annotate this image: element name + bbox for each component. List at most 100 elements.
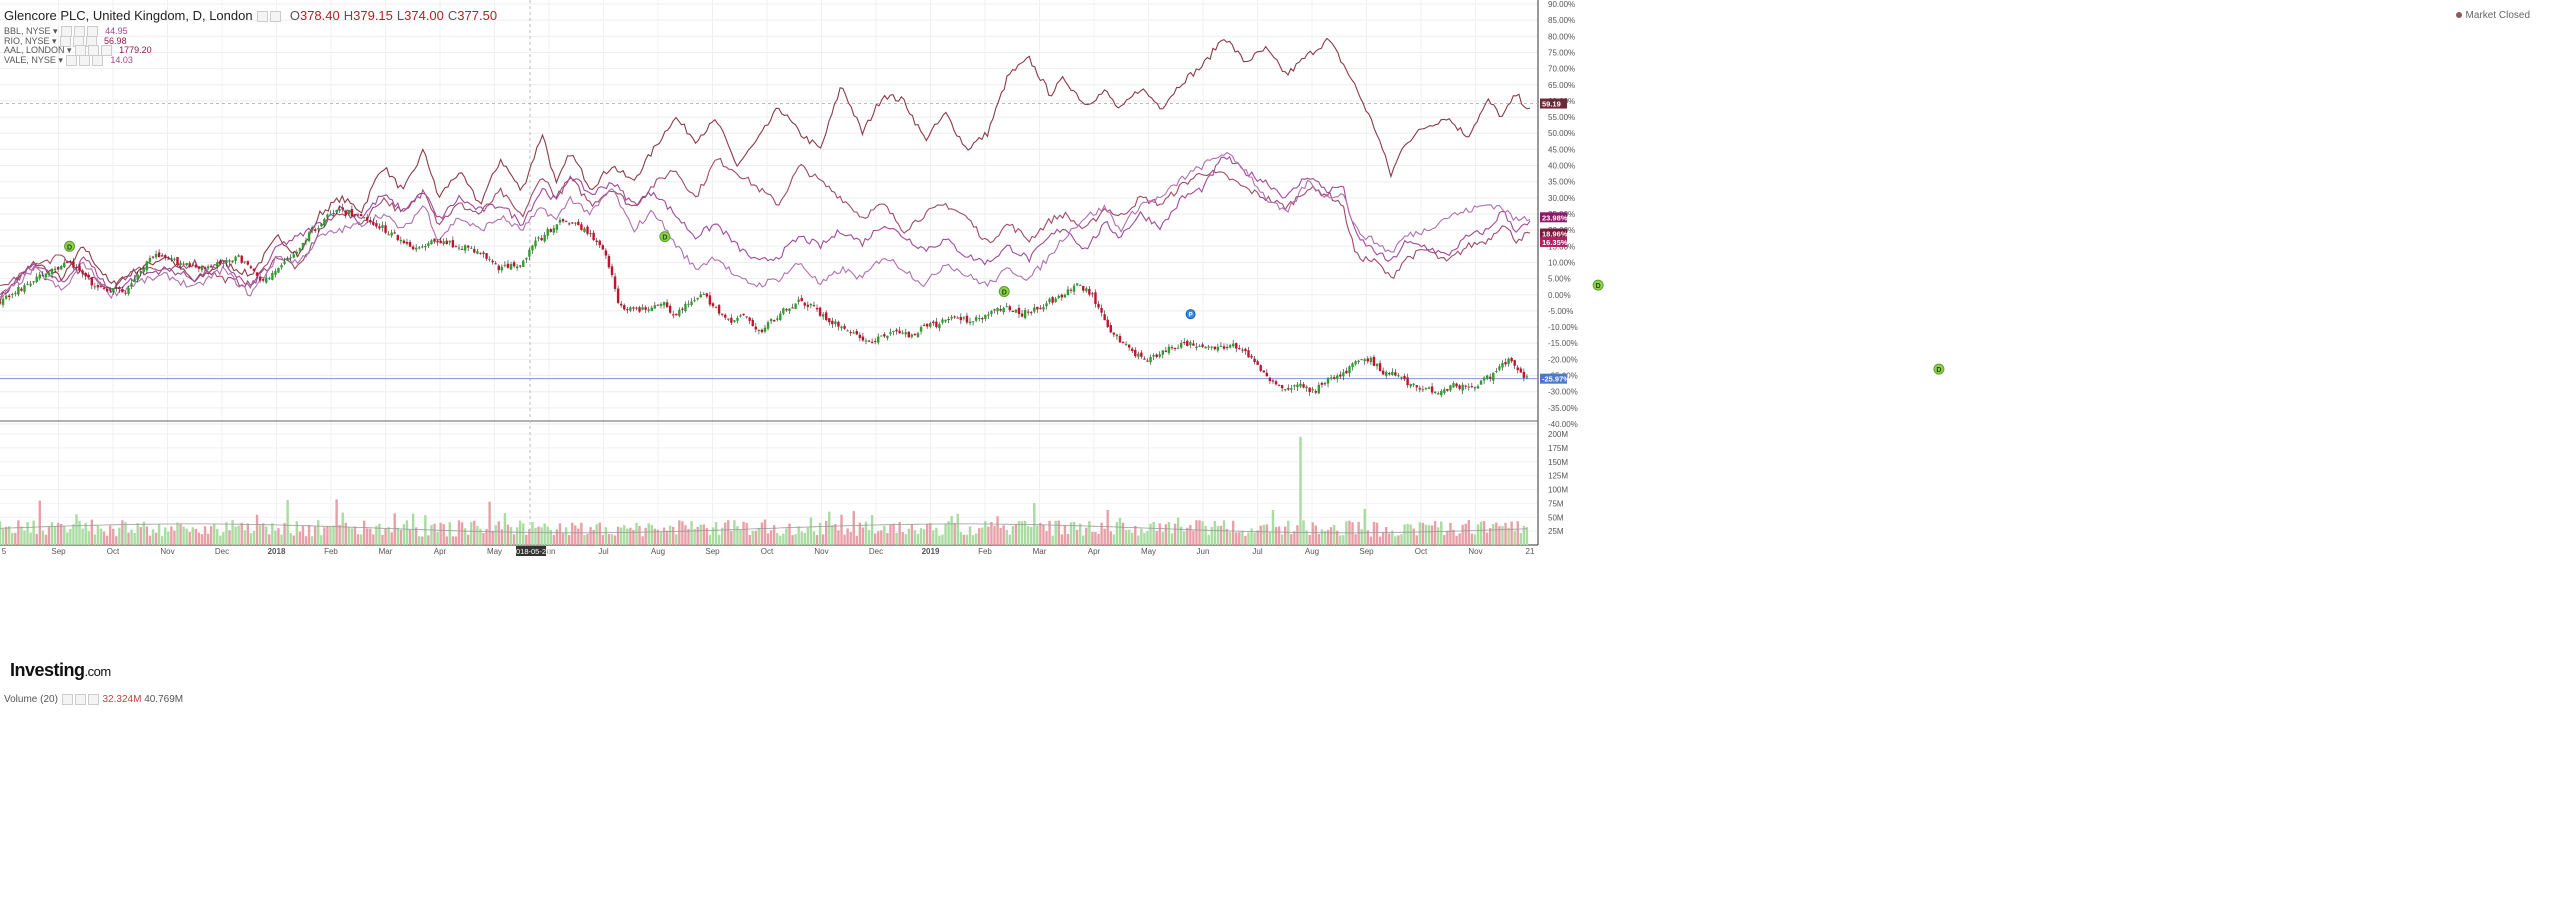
volume-bar — [592, 529, 595, 545]
candle-body — [1284, 389, 1287, 391]
candle-body — [197, 266, 201, 269]
volume-bar — [1161, 531, 1164, 545]
volume-bar — [843, 534, 846, 545]
vol-visibility-icon[interactable] — [74, 694, 86, 705]
candle-body — [494, 263, 497, 265]
time-tick-label: Apr — [1088, 547, 1101, 556]
candle-body — [136, 274, 139, 281]
candle-body — [454, 246, 458, 248]
candle-body — [1192, 343, 1195, 346]
volume-bar — [873, 533, 877, 545]
volume-bar — [295, 521, 299, 545]
candle-body — [1161, 350, 1164, 355]
candle-body — [127, 287, 130, 294]
candle-body — [1409, 383, 1412, 387]
candle-body — [479, 252, 482, 254]
volume-bar — [164, 527, 167, 545]
candle-body — [1381, 370, 1385, 375]
candle-body — [1510, 357, 1513, 362]
price-badge-label: -25.97% — [1542, 375, 1570, 384]
candle-body — [944, 319, 947, 322]
legend-symbol[interactable]: AAL, LONDON — [4, 45, 65, 55]
visibility-box-icon[interactable] — [270, 11, 282, 23]
volume-bar — [1207, 534, 1210, 545]
volume-label[interactable]: Volume (20) — [4, 694, 58, 706]
candle-body — [724, 314, 727, 318]
price-tick-label: -40.00% — [1548, 420, 1578, 429]
candle-body — [880, 335, 883, 337]
candle-body — [1519, 368, 1523, 373]
legend-settings-icon[interactable] — [66, 54, 78, 66]
volume-bar — [736, 526, 739, 545]
volume-bar — [427, 535, 430, 545]
candle-body — [1063, 294, 1067, 298]
volume-bar — [763, 519, 767, 545]
candle-body — [1336, 375, 1339, 379]
candle-body — [1427, 387, 1431, 389]
candle-body — [482, 252, 485, 254]
volume-value-1: 32.324M — [102, 694, 142, 706]
legend-row-3[interactable]: VALE, NYSE ▾ 14.03 — [4, 54, 133, 66]
candle-body — [834, 321, 837, 325]
volume-bar — [754, 530, 758, 545]
time-tick-label: Feb — [978, 547, 992, 556]
symbol-title[interactable]: Glencore PLC, United Kingdom, D, London — [4, 8, 253, 23]
time-tick-label: Mar — [1033, 547, 1047, 556]
volume-bar — [4, 526, 8, 545]
time-tick-label: Oct — [761, 547, 774, 556]
candle-body — [90, 277, 93, 286]
volume-bar — [1158, 523, 1161, 545]
volume-bar — [974, 533, 978, 545]
volume-bar — [500, 529, 504, 545]
volume-tick-label: 100M — [1548, 486, 1568, 495]
legend-symbol[interactable]: RIO, NYSE — [4, 35, 50, 46]
volume-bar — [724, 522, 727, 545]
volume-bar — [387, 526, 390, 545]
candle-body — [675, 313, 678, 316]
legend-symbol[interactable]: BBL, NYSE — [4, 26, 51, 36]
legend-close-icon[interactable] — [92, 54, 104, 66]
volume-bar — [445, 536, 448, 545]
volume-bar — [1124, 530, 1128, 545]
volume-tick-label: 150M — [1548, 458, 1568, 467]
candle-body — [870, 341, 874, 343]
candle-body — [341, 207, 344, 210]
settings-box-icon[interactable] — [257, 11, 269, 23]
candle-body — [873, 340, 877, 342]
volume-bar — [1314, 525, 1317, 545]
legend-value: 56.98 — [104, 35, 127, 46]
legend-settings-icon[interactable] — [60, 35, 72, 47]
volume-bar — [803, 532, 806, 545]
candle-body — [255, 272, 259, 276]
volume-bar — [604, 527, 608, 545]
volume-bar — [1204, 525, 1207, 545]
candle-body — [1391, 371, 1394, 375]
volume-bar — [1375, 522, 1379, 545]
vol-close-icon[interactable] — [87, 694, 99, 705]
candle-body — [525, 257, 528, 260]
volume-bar — [938, 535, 941, 545]
volume-bar — [702, 524, 705, 545]
candle-body — [941, 319, 944, 323]
candle-body — [133, 278, 136, 282]
candle-body — [522, 260, 525, 267]
volume-bar — [320, 535, 323, 545]
legend-symbol[interactable]: VALE, NYSE — [4, 54, 56, 65]
volume-bar — [1449, 523, 1452, 545]
ohlc-o: O378.40 — [289, 8, 340, 23]
vol-settings-icon[interactable] — [61, 694, 73, 705]
legend-close-icon[interactable] — [101, 45, 113, 57]
volume-bar — [209, 526, 213, 545]
candle-body — [1437, 393, 1440, 395]
legend-row-1[interactable]: RIO, NYSE ▾ 56.98 — [4, 35, 127, 47]
candle-body — [1332, 377, 1336, 379]
volume-bar — [503, 513, 507, 545]
volume-bar — [821, 534, 825, 545]
candle-body — [1030, 312, 1033, 314]
volume-bar — [1036, 525, 1039, 545]
legend-visibility-icon[interactable] — [79, 54, 91, 66]
volume-bar — [855, 535, 858, 545]
candle-body — [1082, 285, 1085, 291]
volume-bar — [708, 534, 712, 545]
